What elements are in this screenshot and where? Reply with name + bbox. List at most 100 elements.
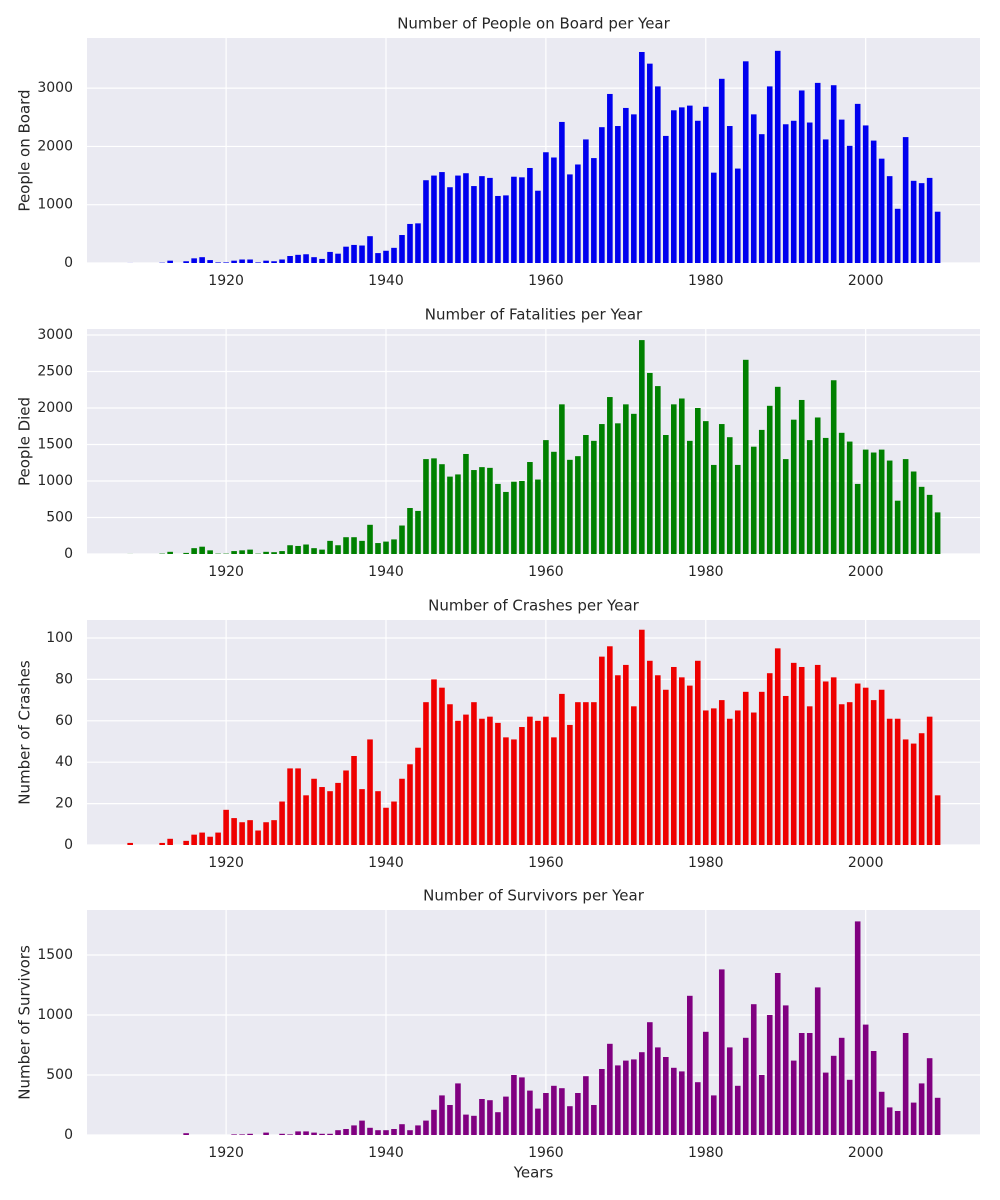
- bar: [327, 791, 333, 845]
- bar: [934, 795, 941, 845]
- bar: [335, 1130, 341, 1135]
- bar: [694, 660, 701, 845]
- bar: [623, 404, 629, 554]
- bar: [694, 1082, 701, 1135]
- bar: [455, 474, 461, 554]
- bar: [223, 809, 229, 845]
- x-axis-label: Years: [513, 1164, 554, 1182]
- bar: [447, 704, 453, 845]
- bar: [718, 424, 725, 554]
- bar: [846, 702, 853, 845]
- bar: [798, 666, 805, 845]
- bar: [351, 1125, 357, 1135]
- x-tick-label: 1940: [368, 273, 404, 289]
- y-tick-label: 2000: [37, 138, 73, 154]
- bar: [407, 1130, 413, 1135]
- bar: [838, 432, 845, 554]
- bar: [519, 177, 525, 263]
- bar: [838, 119, 845, 263]
- bar: [511, 481, 517, 554]
- bar: [423, 1120, 429, 1135]
- bar: [734, 464, 741, 554]
- bar: [750, 446, 757, 554]
- bar: [231, 551, 237, 554]
- bar: [183, 840, 189, 845]
- bar: [894, 718, 901, 845]
- bar: [710, 464, 717, 554]
- bar: [607, 397, 613, 554]
- bar: [551, 451, 557, 554]
- bar: [926, 494, 933, 554]
- bar: [742, 359, 749, 554]
- bar: [263, 1132, 269, 1135]
- bar: [279, 259, 285, 263]
- bar: [575, 164, 581, 263]
- bar: [774, 973, 781, 1135]
- subplot: Number of People on Board per Year People…: [16, 15, 980, 289]
- bar: [782, 1005, 789, 1135]
- x-tick-label: 1960: [528, 273, 564, 289]
- bar: [367, 524, 373, 554]
- bar: [495, 483, 501, 554]
- bar: [886, 1107, 893, 1135]
- bar: [567, 724, 573, 845]
- bar: [575, 702, 581, 845]
- bar: [319, 258, 325, 263]
- bar: [207, 836, 213, 845]
- bar: [910, 471, 917, 554]
- bar: [327, 251, 333, 263]
- bar: [335, 253, 341, 263]
- bar: [271, 261, 277, 263]
- bar: [623, 1060, 629, 1135]
- bar: [295, 545, 301, 554]
- bar: [215, 262, 221, 263]
- bar: [790, 662, 797, 845]
- bar: [798, 399, 805, 554]
- bar: [439, 172, 445, 263]
- bar: [774, 648, 781, 845]
- bar: [399, 235, 405, 263]
- bar: [183, 261, 189, 263]
- bar: [311, 1132, 317, 1135]
- bar: [231, 260, 237, 263]
- bar: [806, 440, 813, 554]
- bar: [655, 386, 661, 554]
- bar: [734, 710, 741, 845]
- x-tick-label: 1980: [688, 855, 724, 871]
- bar: [710, 708, 717, 845]
- bar: [367, 236, 373, 263]
- bar: [870, 140, 877, 263]
- bar: [790, 1060, 797, 1135]
- bar: [726, 718, 733, 845]
- bar: [167, 260, 173, 263]
- bar: [343, 1129, 349, 1135]
- bar: [591, 702, 597, 845]
- bar: [559, 1088, 565, 1135]
- x-tick-label: 1920: [208, 564, 244, 580]
- bar: [519, 1077, 525, 1135]
- bar: [351, 244, 357, 263]
- bar: [223, 262, 229, 263]
- bar: [407, 508, 413, 554]
- bar: [343, 537, 349, 554]
- subplot-title: Number of Survivors per Year: [423, 887, 645, 905]
- bar: [838, 704, 845, 845]
- bar: [766, 673, 773, 845]
- bar: [295, 1131, 301, 1135]
- bar: [487, 467, 493, 554]
- bar: [543, 716, 549, 845]
- bar: [870, 700, 877, 845]
- bar: [663, 135, 669, 263]
- bar: [311, 548, 317, 554]
- bar: [407, 223, 413, 263]
- bar: [303, 1131, 309, 1135]
- bar: [734, 168, 741, 263]
- bar: [295, 254, 301, 263]
- y-tick-label: 0: [64, 546, 73, 562]
- bar: [655, 675, 661, 845]
- bar: [910, 1102, 917, 1135]
- bar: [686, 995, 693, 1135]
- bar: [822, 681, 829, 845]
- bar: [631, 413, 637, 554]
- bar: [231, 818, 237, 845]
